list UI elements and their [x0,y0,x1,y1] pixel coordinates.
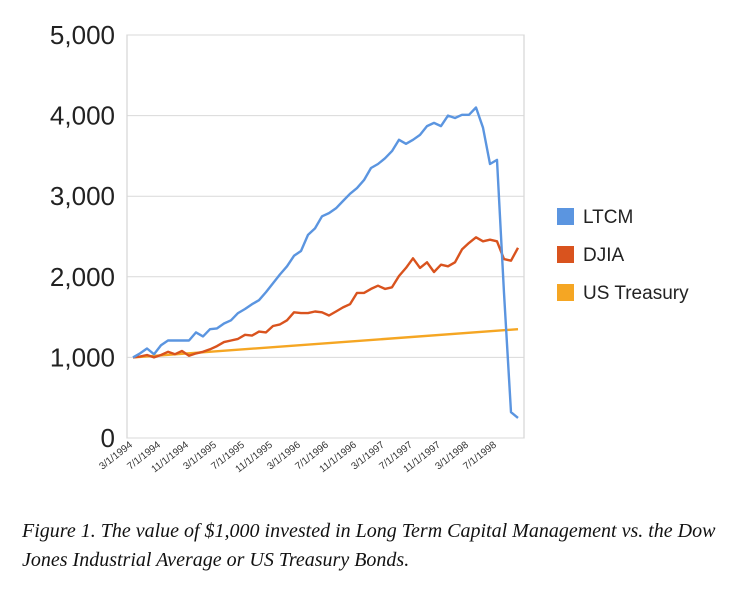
y-tick-labels: 0 1,000 2,000 3,000 4,000 5,000 [50,20,115,453]
legend-label: LTCM [583,207,633,228]
y-tick-label: 1,000 [50,342,115,372]
y-tick-label: 3,000 [50,181,115,211]
legend-label: US Treasury [583,283,689,304]
legend-swatch [557,284,574,301]
series-line-djia [132,236,520,359]
y-tick-label: 0 [101,423,115,453]
legend: LTCM DJIA US Treasury [557,207,689,304]
series-line-ltcm [132,106,519,419]
plot-area [126,34,525,439]
y-tick-label: 5,000 [50,20,115,50]
chart: 0 1,000 2,000 3,000 4,000 5,000 3/1/19947/1/1… [50,20,689,475]
series-lines [132,106,520,419]
grid [127,34,524,439]
legend-label: DJIA [583,245,625,266]
figure-caption: Figure 1. The value of $1,000 invested i… [22,520,716,571]
legend-swatch [557,246,574,263]
y-tick-label: 4,000 [50,101,115,131]
legend-swatch [557,208,574,225]
x-tick-labels: 3/1/19947/1/199411/1/19943/1/19957/1/199… [97,439,499,475]
y-tick-label: 2,000 [50,262,115,292]
